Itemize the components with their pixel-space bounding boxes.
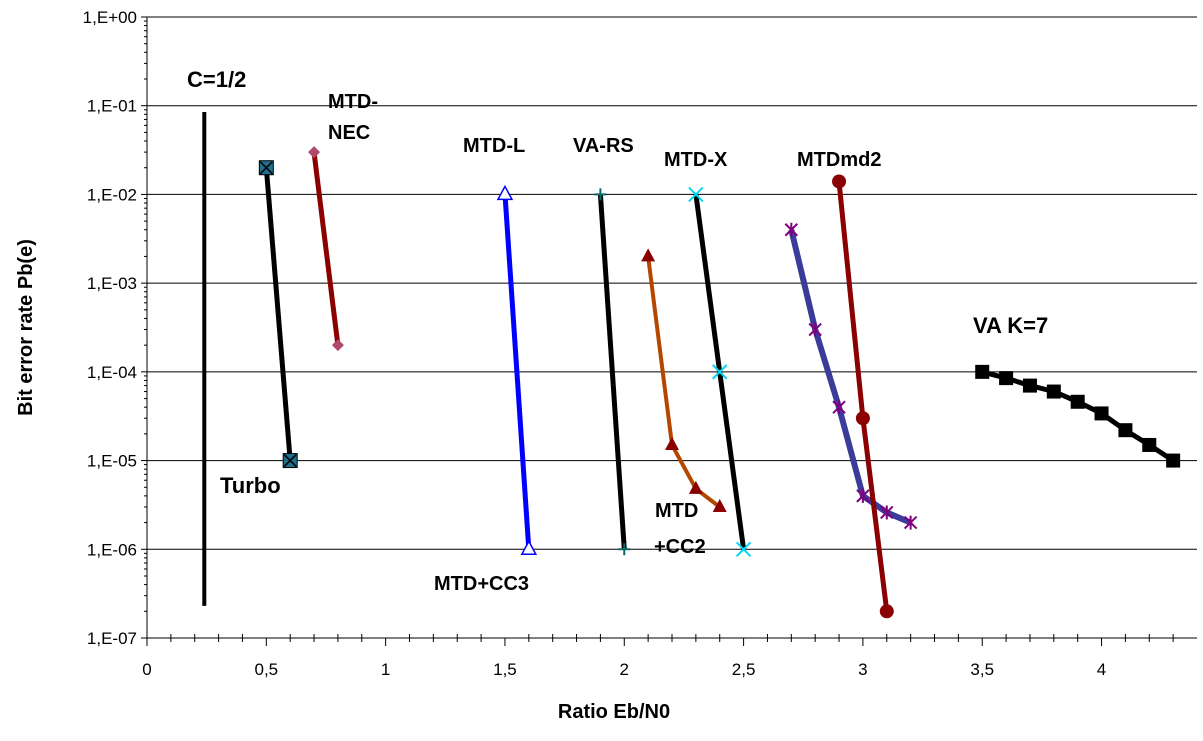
series-mtd-cc2-marker <box>712 498 727 512</box>
series-mtd-cc3-marker <box>856 488 870 503</box>
x-tick-label: 2,5 <box>732 660 756 679</box>
series-mtd-cc3-marker <box>808 322 822 337</box>
y-axis-title: Bit error rate Pb(e) <box>15 239 37 416</box>
y-tick-label: 1,E-03 <box>87 274 137 293</box>
x-tick-label: 0 <box>142 660 151 679</box>
annotation-mtdcc3: MTD+CC3 <box>434 573 529 595</box>
series-va-k-7-marker <box>1046 384 1061 399</box>
x-tick-label: 1 <box>381 660 390 679</box>
annotation-vars: VA-RS <box>573 135 634 157</box>
series-va-rs-marker <box>618 543 631 556</box>
series-mtd-cc3-marker <box>784 222 799 237</box>
annotation-mtdnec2: NEC <box>328 122 370 144</box>
x-tick-label: 1,5 <box>493 660 517 679</box>
x-axis-title: Ratio Eb/N0 <box>558 701 670 723</box>
series-turbo-marker-x <box>283 454 297 468</box>
series-mtd-x-marker <box>735 541 752 557</box>
series-mtdmd2-line <box>836 181 890 612</box>
series-mtd-cc2-marker <box>641 248 656 262</box>
annotation-cc2b: +CC2 <box>654 536 706 558</box>
series-mtd-nec-line <box>311 151 341 346</box>
y-tick-label: 1,E+00 <box>83 8 137 27</box>
y-tick-label: 1,E-05 <box>87 452 137 471</box>
annotation-c12: C=1/2 <box>187 67 246 92</box>
series-turbo-marker-x <box>259 161 273 175</box>
series-mtd-nec-marker <box>308 146 321 159</box>
series-mtd-cc3-marker <box>880 505 894 520</box>
x-tick-label: 4 <box>1097 660 1106 679</box>
annotation-cc2a: MTD <box>655 500 698 522</box>
x-tick-label: 0,5 <box>254 660 278 679</box>
series-turbo-line <box>263 167 293 461</box>
y-tick-label: 1,E-02 <box>87 185 137 204</box>
series-va-k-7-marker <box>1166 453 1181 468</box>
series-mtd-x-marker <box>712 364 728 380</box>
series-mtd-x-marker <box>688 186 704 203</box>
annotation-vak7: VA K=7 <box>973 313 1048 338</box>
series-mtdmd2-marker <box>879 604 894 619</box>
x-tick-label: 3,5 <box>970 660 994 679</box>
y-tick-label: 1,E-06 <box>87 540 137 559</box>
x-tick-label: 3 <box>858 660 867 679</box>
series-va-rs-line <box>597 194 627 550</box>
series-mtd-nec-marker <box>331 339 344 352</box>
series-mtdmd2-marker <box>832 174 847 189</box>
series-va-k-7-marker <box>1142 437 1157 452</box>
series-va-k-7-marker <box>1094 406 1109 421</box>
y-tick-label: 1,E-07 <box>87 629 137 648</box>
series-mtd-cc3-marker <box>903 515 918 530</box>
annotation-mtdl: MTD-L <box>463 135 525 157</box>
series-mtd-cc2-marker <box>665 436 679 450</box>
series-mtd-cc2-marker <box>688 480 703 494</box>
series-va-k-7-marker <box>1070 394 1085 409</box>
annotation-mtdnec1: MTD- <box>328 91 378 113</box>
series-va-k-7-marker <box>1022 378 1037 393</box>
annotation-mtdmd2: MTDmd2 <box>797 149 881 171</box>
y-tick-label: 1,E-01 <box>87 97 137 116</box>
series-va-rs-marker <box>594 188 607 201</box>
series-va-k-7-marker <box>975 364 990 379</box>
series-mtd-l-marker <box>496 184 514 201</box>
annotation-mtdx: MTD-X <box>664 149 728 171</box>
series-mtd-cc3-marker <box>832 400 846 415</box>
annotation-turbo: Turbo <box>220 473 281 498</box>
series-mtd-cc2-line <box>646 256 721 509</box>
y-tick-label: 1,E-04 <box>87 363 137 382</box>
series-mtdmd2-marker <box>855 411 870 426</box>
series-mtd-l-marker <box>520 539 538 556</box>
x-tick-label: 2 <box>620 660 629 679</box>
series-mtd-cc3-line <box>788 229 912 526</box>
series-mtd-l-line <box>502 194 532 550</box>
series-va-k-7-marker <box>1118 423 1133 438</box>
series-va-k-7-marker <box>999 371 1014 386</box>
